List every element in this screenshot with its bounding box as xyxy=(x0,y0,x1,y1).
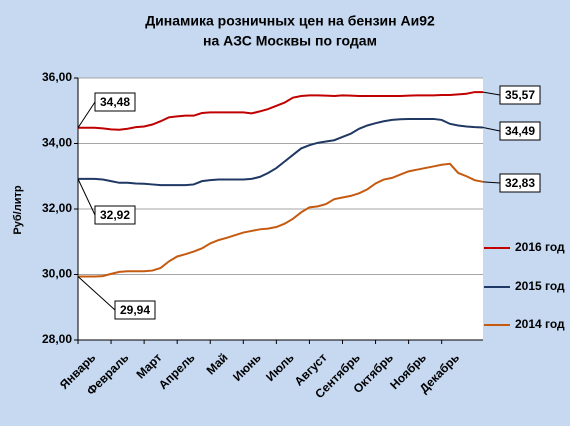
leader-line xyxy=(77,178,96,216)
leader-line xyxy=(77,101,96,129)
leader-line xyxy=(482,91,501,96)
data-label: 29,94 xyxy=(120,303,150,317)
data-label-box xyxy=(499,173,541,193)
leader-line xyxy=(482,126,501,132)
data-label: 35,57 xyxy=(505,88,535,102)
data-label: 32,83 xyxy=(505,176,535,190)
legend-label: 2016 год xyxy=(515,240,565,254)
data-label-box xyxy=(499,121,541,141)
y-tick-label: 34,00 xyxy=(42,136,72,150)
legend-label: 2014 год xyxy=(515,317,565,331)
chart-subtitle: на АЗС Москвы по годам xyxy=(203,33,377,49)
y-tick-label: 36,00 xyxy=(42,70,72,84)
y-tick-label: 32,00 xyxy=(42,201,72,215)
data-label: 34,48 xyxy=(100,95,130,109)
leader-line xyxy=(482,181,501,184)
series-line xyxy=(78,162,484,278)
series-line xyxy=(78,91,483,131)
y-tick-label: 30,00 xyxy=(42,267,72,281)
data-label-box xyxy=(499,85,541,105)
leader-line xyxy=(77,276,116,311)
data-label: 32,92 xyxy=(100,208,130,222)
series-line xyxy=(78,117,484,187)
data-label-box xyxy=(114,300,156,320)
chart-title: Динамика розничных цен на бензин Аи92 xyxy=(145,13,435,29)
y-axis-label: Руб/литр xyxy=(12,185,24,234)
data-label-box xyxy=(94,205,136,225)
y-tick-label: 28,00 xyxy=(42,332,72,346)
data-label: 34,49 xyxy=(505,124,535,138)
legend-label: 2015 год xyxy=(515,279,565,293)
data-label-box xyxy=(94,92,136,112)
